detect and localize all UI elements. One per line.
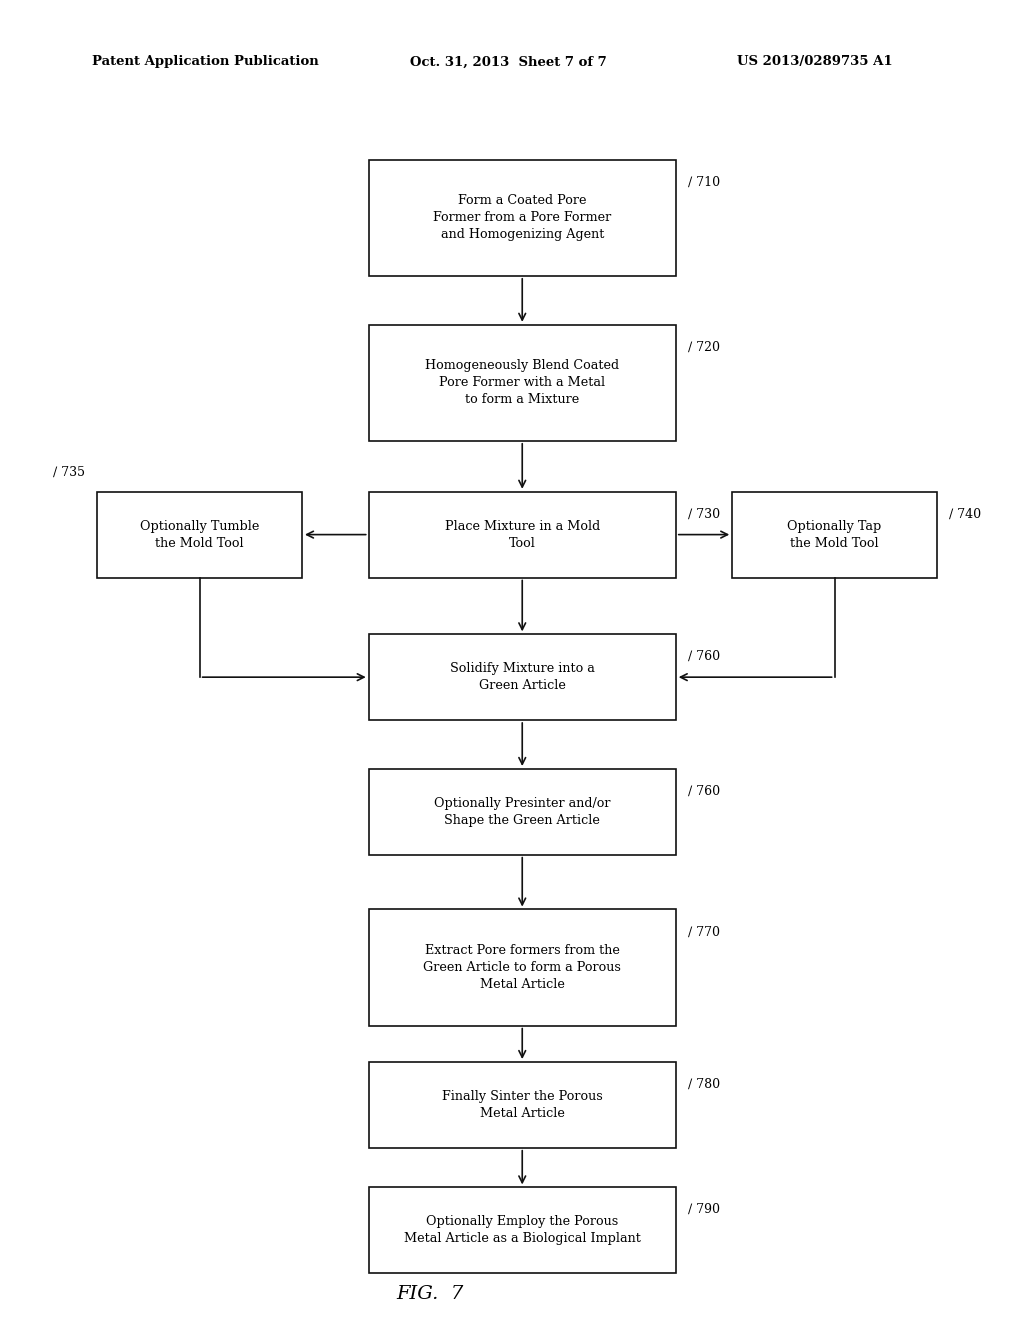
Text: Solidify Mixture into a
Green Article: Solidify Mixture into a Green Article <box>450 663 595 692</box>
Text: Optionally Tumble
the Mold Tool: Optionally Tumble the Mold Tool <box>140 520 259 549</box>
Text: Oct. 31, 2013  Sheet 7 of 7: Oct. 31, 2013 Sheet 7 of 7 <box>410 55 606 69</box>
Text: ∕ 780: ∕ 780 <box>688 1077 720 1090</box>
FancyBboxPatch shape <box>369 160 676 276</box>
FancyBboxPatch shape <box>369 909 676 1026</box>
Text: ∕ 760: ∕ 760 <box>688 784 720 797</box>
Text: ∕ 760: ∕ 760 <box>688 651 720 663</box>
Text: Place Mixture in a Mold
Tool: Place Mixture in a Mold Tool <box>444 520 600 549</box>
Text: Patent Application Publication: Patent Application Publication <box>92 55 318 69</box>
FancyBboxPatch shape <box>369 1061 676 1147</box>
FancyBboxPatch shape <box>369 1188 676 1272</box>
FancyBboxPatch shape <box>369 768 676 855</box>
Text: Optionally Tap
the Mold Tool: Optionally Tap the Mold Tool <box>787 520 882 549</box>
FancyBboxPatch shape <box>97 492 302 578</box>
Text: Extract Pore formers from the
Green Article to form a Porous
Metal Article: Extract Pore formers from the Green Arti… <box>423 944 622 991</box>
Text: ∕ 770: ∕ 770 <box>688 925 720 939</box>
Text: Finally Sinter the Porous
Metal Article: Finally Sinter the Porous Metal Article <box>442 1090 602 1119</box>
Text: Optionally Presinter and/or
Shape the Green Article: Optionally Presinter and/or Shape the Gr… <box>434 797 610 826</box>
Text: Optionally Employ the Porous
Metal Article as a Biological Implant: Optionally Employ the Porous Metal Artic… <box>403 1216 641 1245</box>
Text: ∕ 710: ∕ 710 <box>688 176 720 189</box>
Text: ∕ 790: ∕ 790 <box>688 1204 720 1216</box>
Text: ∕ 720: ∕ 720 <box>688 341 720 354</box>
Text: ∕ 730: ∕ 730 <box>688 508 720 520</box>
Text: ∕ 735: ∕ 735 <box>53 466 85 479</box>
FancyBboxPatch shape <box>369 634 676 721</box>
Text: US 2013/0289735 A1: US 2013/0289735 A1 <box>737 55 893 69</box>
Text: Homogeneously Blend Coated
Pore Former with a Metal
to form a Mixture: Homogeneously Blend Coated Pore Former w… <box>425 359 620 407</box>
Text: Form a Coated Pore
Former from a Pore Former
and Homogenizing Agent: Form a Coated Pore Former from a Pore Fo… <box>433 194 611 242</box>
FancyBboxPatch shape <box>732 492 937 578</box>
Text: FIG.  7: FIG. 7 <box>396 1284 464 1303</box>
FancyBboxPatch shape <box>369 325 676 441</box>
FancyBboxPatch shape <box>369 492 676 578</box>
Text: ∕ 740: ∕ 740 <box>949 508 981 520</box>
